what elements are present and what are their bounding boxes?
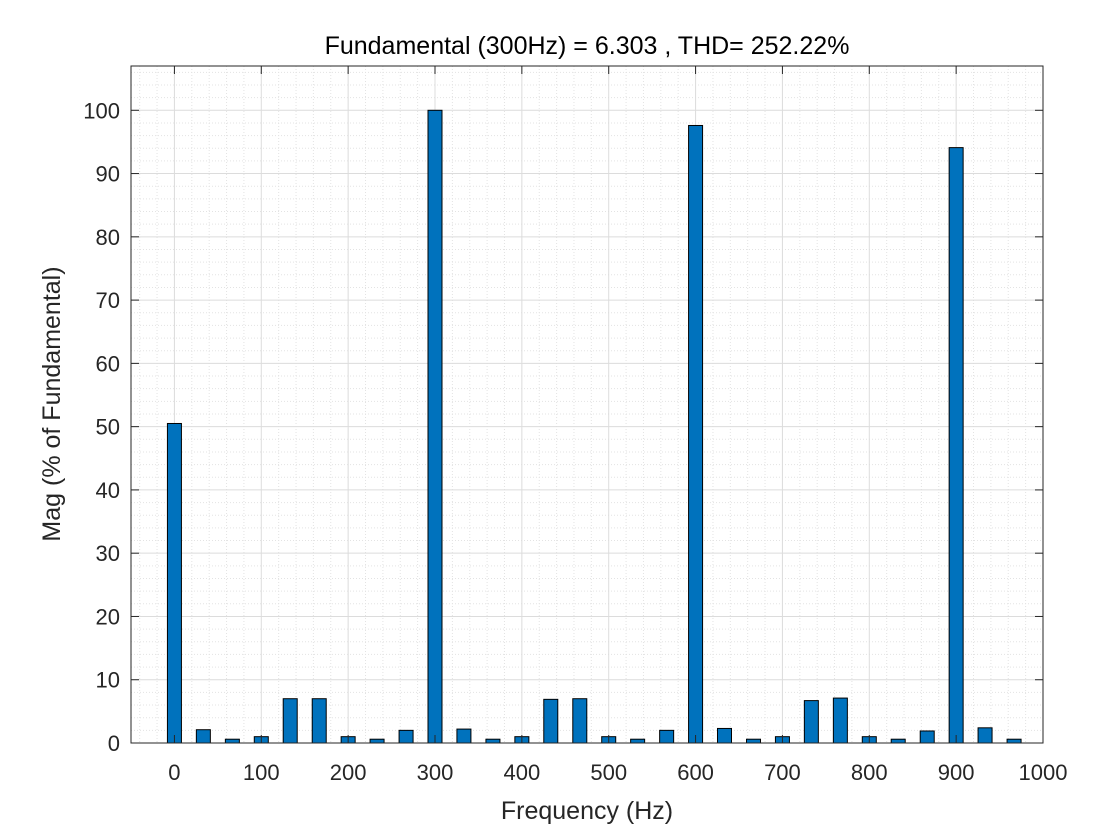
bar	[919, 730, 935, 744]
x-axis-title: Frequency (Hz)	[501, 797, 673, 825]
bars	[166, 109, 1022, 744]
bar	[659, 729, 675, 744]
x-tick-label: 600	[677, 760, 714, 785]
bar	[630, 738, 646, 744]
x-tick-label: 0	[168, 760, 180, 785]
x-tick-label: 200	[330, 760, 367, 785]
grid	[131, 66, 1043, 743]
bar	[427, 109, 443, 744]
x-tick-label: 300	[417, 760, 454, 785]
x-tick-label: 500	[590, 760, 627, 785]
y-tick-label: 90	[96, 162, 120, 187]
x-tick-label: 400	[503, 760, 540, 785]
bar	[166, 422, 182, 744]
y-axis-title: Mag (% of Fundamental)	[38, 266, 66, 541]
y-tick-label: 10	[96, 668, 120, 693]
bar	[746, 738, 762, 744]
bar	[195, 729, 211, 744]
plot-frame	[130, 65, 1044, 744]
bar	[1006, 738, 1022, 744]
bar	[485, 738, 501, 744]
chart-title: Fundamental (300Hz) = 6.303 , THD= 252.2…	[325, 32, 850, 60]
y-tick-label: 70	[96, 288, 120, 313]
plot-background	[131, 66, 1043, 743]
bar	[832, 697, 848, 744]
bar	[311, 698, 327, 744]
x-tick-label: 900	[938, 760, 975, 785]
bar	[803, 700, 819, 744]
bar	[456, 728, 472, 744]
bar	[543, 698, 559, 744]
ticks: 0 100 200 300 400 500 600 700 800 900 1000 0 10 20 30 4…	[83, 66, 1067, 785]
bar	[369, 738, 385, 744]
y-tick-label: 0	[108, 731, 120, 756]
bar	[224, 738, 240, 744]
bar	[688, 124, 704, 744]
y-tick-label: 80	[96, 225, 120, 250]
bar	[977, 727, 993, 744]
y-tick-label: 50	[96, 415, 120, 440]
bar	[398, 729, 414, 744]
bar	[890, 738, 906, 744]
x-tick-label: 800	[851, 760, 888, 785]
x-tick-label: 1000	[1019, 760, 1068, 785]
bar	[716, 727, 732, 744]
x-tick-label: 700	[764, 760, 801, 785]
y-tick-label: 100	[83, 98, 120, 123]
bar	[282, 698, 298, 744]
y-tick-label: 60	[96, 351, 120, 376]
x-tick-label: 100	[243, 760, 280, 785]
bar	[572, 698, 588, 744]
y-tick-label: 30	[96, 541, 120, 566]
y-tick-label: 40	[96, 478, 120, 503]
y-tick-label: 20	[96, 604, 120, 629]
bar	[948, 147, 964, 744]
